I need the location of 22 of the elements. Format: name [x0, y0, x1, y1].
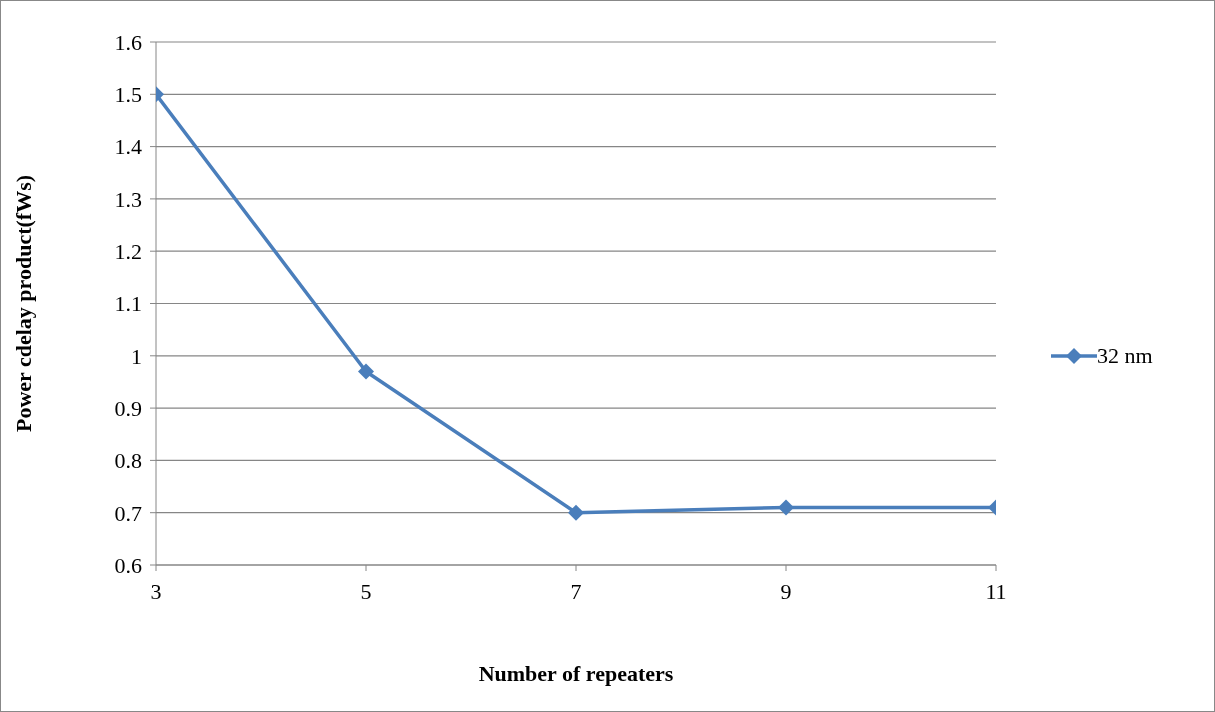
- point: [778, 499, 794, 516]
- x-tick-label: 5: [360, 578, 372, 604]
- y-tick-label: 0.7: [114, 500, 142, 526]
- y-tick-label: 0.6: [114, 552, 142, 578]
- y-tick-label: 1.5: [114, 82, 142, 108]
- point: [568, 504, 584, 521]
- y-tick-label: 1.6: [114, 29, 142, 55]
- legend-label: 32 nm: [1097, 343, 1153, 369]
- x-tick-label: 3: [150, 578, 162, 604]
- y-axis-title: Power cdelay product(fWs): [10, 174, 36, 433]
- y-tick-label: 1.1: [114, 291, 142, 317]
- x-tick-label: 9: [780, 578, 792, 604]
- y-tick-label: 0.8: [114, 448, 142, 474]
- x-axis-title: Number of repeaters: [478, 661, 674, 686]
- x-tick-label: 11: [985, 578, 1007, 604]
- y-tick-label: 1: [131, 343, 142, 369]
- y-tick-label: 0.9: [114, 395, 142, 421]
- x-tick-label: 7: [570, 578, 582, 604]
- y-tick-label: 1.2: [114, 239, 142, 265]
- y-tick-label: 1.3: [114, 186, 142, 212]
- point: [358, 363, 374, 380]
- y-tick-label: 1.4: [114, 134, 142, 160]
